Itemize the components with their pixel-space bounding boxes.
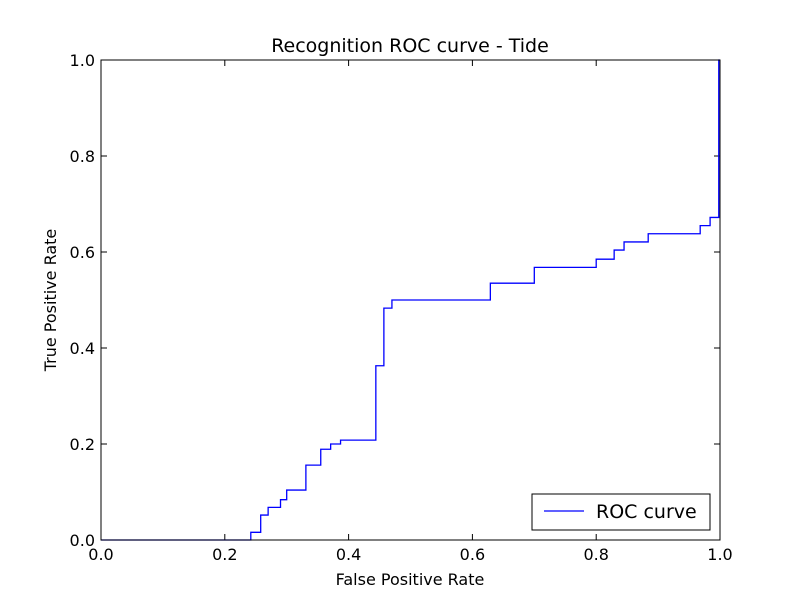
x-tick-label: 0.2 (212, 545, 237, 564)
y-tick-label: 0.8 (70, 147, 95, 166)
x-tick-label: 0.0 (88, 545, 113, 564)
x-tick-label: 0.8 (583, 545, 608, 564)
roc-curve-line (101, 59, 720, 541)
y-tick-label: 1.0 (70, 51, 95, 70)
y-axis-label: True Positive Rate (41, 229, 60, 373)
x-axis-label: False Positive Rate (336, 570, 485, 589)
x-tick-label: 0.4 (336, 545, 361, 564)
y-tick-label: 0.2 (70, 435, 95, 454)
axis-tick-labels: 0.0 0.2 0.4 0.6 0.8 1.0 0.0 0.2 0.4 0.6 0.8 1.0 (70, 51, 733, 564)
y-tick-label: 0.4 (70, 339, 95, 358)
chart-title: Recognition ROC curve - Tide (271, 35, 549, 57)
x-tick-label: 0.6 (460, 545, 485, 564)
y-tick-label: 0.6 (70, 243, 95, 262)
legend: ROC curve (531, 493, 711, 531)
plot-frame (100, 59, 721, 541)
legend-box (531, 493, 711, 531)
series-layer (101, 59, 720, 541)
x-tick-label: 1.0 (707, 545, 732, 564)
legend-label: ROC curve (596, 501, 697, 523)
y-tick-label: 0.0 (70, 531, 95, 550)
